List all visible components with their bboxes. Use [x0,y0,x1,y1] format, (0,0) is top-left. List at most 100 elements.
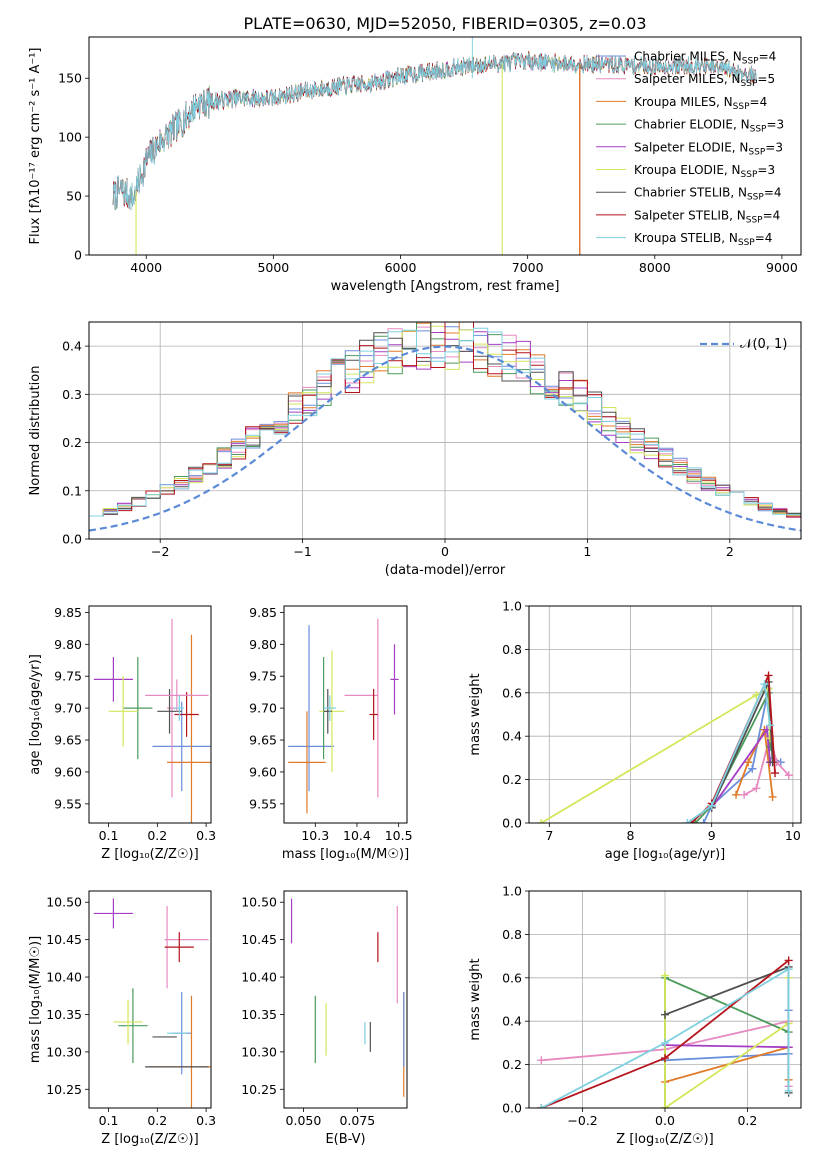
y-tick-label: 10.30 [46,1044,82,1059]
x-axis-label: Z [log₁₀(Z/Z☉)] [101,847,198,862]
x-tick-label: 0 [441,544,449,559]
legend-entry: Kroupa STELIB, NSSP=4 [634,231,772,248]
y-tick-label: 9.70 [54,701,82,716]
y-tick-label: 100 [58,130,82,145]
errorbar-group [288,618,399,814]
y-tick-label: 9.85 [249,605,277,620]
x-tick-label: 0.050 [286,1113,322,1128]
x-tick-label: 0.1 [99,1113,119,1128]
weight-point-marker [784,1086,793,1095]
x-tick-label: 10.3 [301,828,329,843]
weight-point-marker [707,801,716,810]
x-axis-label: mass [log₁₀(M/M☉)] [282,847,409,862]
axes-frame [88,605,212,824]
y-tick-label: 0.4 [502,729,522,744]
y-tick-label: 0.0 [62,532,82,547]
y-tick-label: 9.60 [54,764,82,779]
weight-point-marker [752,784,761,793]
weight-lines [537,956,793,1108]
y-tick-label: 9.55 [249,796,277,811]
x-tick-label: 0.075 [339,1113,375,1128]
x-axis-label: wavelength [Angstrom, rest frame] [331,279,560,294]
y-tick-label: 10.45 [46,932,82,947]
y-tick-label: 0.2 [502,772,522,787]
mass-vs-metallicity-panel: 0.1 0.2 0.3 10.25 10.30 10.35 10.40 10.45 10.50 Z… [28,890,216,1147]
y-tick-label: 10.45 [241,932,277,947]
legend-entry: Chabrier ELODIE, NSSP=3 [634,118,784,135]
y-tick-label: 10.30 [241,1044,277,1059]
axes-frame [283,890,408,1109]
residuals-panel: −2 −1 0 1 2 0.0 0.1 0.2 0.3 0.4 (data-model)/error… [28,321,802,578]
x-tick-label: 2 [726,544,734,559]
x-tick-label: 7000 [512,260,544,275]
x-tick-label: 0.2 [147,828,167,843]
y-tick-label: 10.50 [46,895,82,910]
x-tick-label: −2 [151,544,169,559]
y-tick-label: 9.75 [54,669,82,684]
weight-series-line [686,680,771,823]
spectrum-legend: Chabrier MILES, NSSP=4 Salpeter MILES, NS… [596,50,784,248]
weight-point-marker [766,721,775,730]
y-tick-label: 0.0 [502,1101,522,1116]
axes-frame [88,890,212,1109]
legend-entry: 𝒩(0, 1) [740,337,787,352]
weight-point-marker [732,790,741,799]
y-tick-label: 0.8 [502,642,522,657]
axes-frame [88,321,802,540]
weight-point-marker [768,792,777,801]
histogram-series [89,322,801,518]
mass-vs-extinction-panel: 0.050 0.075 10.25 10.30 10.35 10.40 10.45 10.50… [241,890,408,1147]
x-tick-label: 0.3 [196,828,216,843]
x-tick-label: −0.2 [567,1113,597,1128]
y-tick-label: 0.8 [502,927,522,942]
x-tick-label: 0.2 [147,1113,167,1128]
weight-point-marker [661,1104,669,1108]
errorbar-group [93,618,211,823]
x-tick-label: 8 [627,828,635,843]
histogram-group [89,322,801,532]
weight-point-marker [768,758,777,767]
y-tick-label: 150 [58,71,82,86]
x-tick-label: 5000 [257,260,289,275]
weight-point-marker [537,1056,546,1065]
y-axis-label: mass weight [468,673,483,755]
age-vs-metallicity-panel: 0.1 0.2 0.3 9.55 9.60 9.65 9.70 9.75 9.80 9.85 Z [… [28,605,216,862]
y-tick-label: 0 [74,248,82,263]
axes-frame [528,890,802,1109]
weight-point-marker [784,771,793,780]
x-tick-label: 8000 [639,260,671,275]
axes-frame [88,36,802,256]
mass-weight-vs-metallicity-panel: −0.2 0.0 0.2 0.0 0.2 0.4 0.6 0.8 1.0 Z [log₁₀(Z/Z… [468,884,802,1147]
y-tick-label: 10.40 [241,970,277,985]
y-tick-label: 10.40 [46,970,82,985]
weight-series-line [664,975,790,1108]
x-axis-label: age [log₁₀(age/yr)] [605,847,726,862]
y-tick-label: 50 [66,189,82,204]
x-tick-label: 9 [708,828,716,843]
weight-point-marker [740,790,749,799]
age-vs-mass-panel: 10.3 10.4 10.5 9.55 9.60 9.65 9.70 9.75 9.80 9.85… [249,605,412,862]
spectrum-series-line [112,52,757,211]
x-tick-label: 0.3 [196,1113,216,1128]
errorbar-group [93,898,211,1108]
y-tick-label: 1.0 [502,599,522,614]
weight-point-marker [760,680,769,689]
weight-point-marker [537,1104,546,1108]
y-tick-label: 9.75 [249,669,277,684]
x-axis-label: E(B-V) [325,1132,365,1147]
x-axis-label: Z [log₁₀(Z/Z☉)] [616,1132,713,1147]
weight-point-marker [661,971,669,980]
x-tick-label: 0.1 [99,828,119,843]
x-tick-label: 10 [785,828,801,843]
weight-point-marker [661,1010,669,1019]
legend-entry: Salpeter ELODIE, NSSP=3 [634,140,783,157]
axes-frame [528,605,802,824]
weight-point-marker [748,764,757,773]
legend-entry: Kroupa ELODIE, NSSP=3 [634,163,775,180]
weight-point-marker [661,1038,669,1047]
y-tick-label: 0.1 [62,483,82,498]
y-tick-label: 9.85 [54,605,82,620]
y-tick-label: 10.25 [241,1082,277,1097]
x-tick-label: 0.2 [737,1113,757,1128]
